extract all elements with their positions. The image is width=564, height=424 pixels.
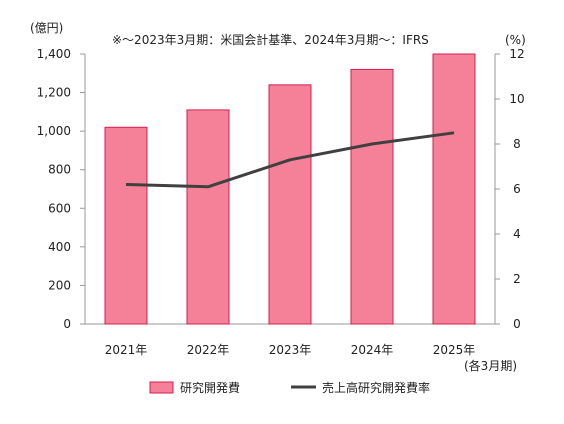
bar xyxy=(104,126,148,325)
x-tick-labels: 2021年 2022年 2023年 2024年 2025年 xyxy=(105,343,476,357)
chart-note: ※～2023年3月期：米国会計基準、2024年3月期～：IFRS xyxy=(112,32,429,47)
left-tick-label: 400 xyxy=(48,240,71,254)
left-tick-label: 800 xyxy=(48,163,71,177)
legend: 研究開発費 売上高研究開発費率 xyxy=(149,380,430,395)
left-tick-label: 1,000 xyxy=(37,124,71,138)
left-tick-labels: 0 200 400 600 800 1,000 1,200 1,400 xyxy=(37,47,85,331)
bars xyxy=(104,53,476,325)
right-tick-label: 4 xyxy=(513,227,521,241)
left-tick-label: 1,200 xyxy=(37,86,71,100)
right-tick-label: 0 xyxy=(513,317,521,331)
right-tick-label: 2 xyxy=(513,272,521,286)
left-tick-label: 1,400 xyxy=(37,47,71,61)
right-axis-unit: (%) xyxy=(505,33,526,47)
right-tick-label: 10 xyxy=(509,92,524,106)
legend-bar-swatch xyxy=(149,381,174,394)
right-tick-label: 8 xyxy=(513,137,521,151)
legend-bar-label: 研究開発費 xyxy=(180,380,240,395)
right-tick-label: 12 xyxy=(509,47,524,61)
right-tick-labels: 0 2 4 6 8 10 12 xyxy=(495,47,525,331)
x-tick-label: 2022年 xyxy=(187,343,230,357)
legend-line-label: 売上高研究開発費率 xyxy=(322,380,430,395)
line-series xyxy=(125,131,455,189)
left-tick-label: 600 xyxy=(48,201,71,215)
x-tick-label: 2023年 xyxy=(269,343,312,357)
bar xyxy=(432,53,476,325)
right-tick-label: 6 xyxy=(513,182,521,196)
x-tick-label: 2024年 xyxy=(351,343,394,357)
line-path xyxy=(125,131,455,189)
x-tick-label: 2021年 xyxy=(105,343,148,357)
bar xyxy=(186,109,230,325)
x-axis-suffix: (各3月期) xyxy=(464,358,517,373)
bar xyxy=(350,68,394,325)
x-tick-label: 2025年 xyxy=(433,343,476,357)
left-axis-unit: (億円) xyxy=(30,21,63,35)
left-tick-label: 0 xyxy=(63,317,71,331)
left-tick-label: 200 xyxy=(48,278,71,292)
bar xyxy=(268,84,312,325)
